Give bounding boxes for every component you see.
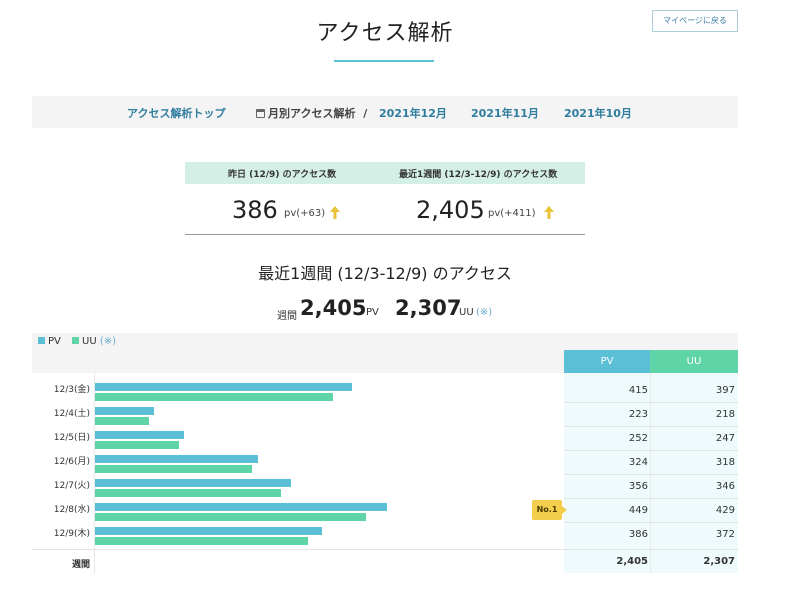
yesterday-label: 昨日 (12/9) のアクセス数 (228, 170, 337, 180)
week-label: 最近1週間 (12/3-12/9) のアクセス数 (399, 170, 558, 180)
chart-panel: PV UU (※) PV UU 12/3(金) 415 397 12/4(土) 223 2… (32, 333, 738, 573)
title-underline (334, 60, 434, 62)
page-title: アクセス解析 (316, 21, 454, 46)
monthly-label-text: 月別アクセス解析 (268, 107, 356, 120)
uu-bar (95, 417, 149, 425)
pv-bar (95, 479, 292, 487)
calendar-icon (256, 109, 265, 118)
summary-header: 昨日 (12/9) のアクセス数 最近1週間 (12/3-12/9) のアクセス… (185, 162, 585, 184)
pv-value: 449 (628, 505, 648, 516)
uu-bar (95, 441, 179, 449)
row-divider (564, 426, 738, 427)
row-divider (564, 498, 738, 499)
weekly-heading: 最近1週間 (12/3-12/9) のアクセス (258, 264, 512, 283)
row-divider (564, 522, 738, 523)
nav-top-link[interactable]: アクセス解析トップ (127, 107, 226, 120)
row-divider (564, 450, 738, 451)
up-arrow-icon (330, 206, 340, 219)
uu-value: 218 (715, 409, 735, 420)
total-label: 週間 (71, 560, 90, 570)
total-pv: 2,405 (616, 556, 648, 567)
uu-bar (95, 465, 252, 473)
uu-column-bg (650, 373, 738, 573)
pv-bar (95, 527, 323, 535)
label-divider (94, 373, 95, 573)
pv-value: 356 (628, 481, 648, 492)
uu-value: 346 (715, 481, 735, 492)
pv-column-bg (564, 373, 650, 573)
pv-value: 386 (628, 529, 648, 540)
uu-value: 247 (715, 433, 735, 444)
pv-bar (95, 455, 259, 463)
legend-row: PV UU (※) PV UU (32, 333, 738, 373)
row-divider (564, 474, 738, 475)
legend-swatch-uu (72, 337, 79, 344)
row-divider (564, 402, 738, 403)
nav-separator: / (363, 107, 368, 120)
up-arrow-icon (544, 206, 554, 219)
weekly-note-link[interactable]: (※) (476, 307, 493, 318)
row-date-label: 12/8(水) (53, 505, 90, 515)
uu-value: 397 (715, 385, 735, 396)
legend-note-link[interactable]: (※) (99, 336, 117, 347)
week-total-value: 2,405 (416, 196, 485, 224)
row-date-label: 12/6(月) (53, 457, 90, 467)
legend-swatch-pv (38, 337, 45, 344)
weekly-uu-total: 2,307 (395, 296, 462, 320)
row-date-label: 12/4(土) (53, 409, 90, 419)
pv-value: 324 (628, 457, 648, 468)
legend-pv-label: PV (48, 336, 61, 347)
pv-value: 415 (628, 385, 648, 396)
pv-bar (95, 431, 184, 439)
summary-divider (185, 234, 585, 235)
weekly-uu-unit: UU (459, 307, 474, 318)
nav-month-link[interactable]: 2021年11月 (471, 107, 539, 120)
uu-value: 372 (715, 529, 735, 540)
row-date-label: 12/5(日) (53, 433, 90, 443)
nav-bar: アクセス解析トップ 月別アクセス解析 / 2021年12月 2021年11月 2… (32, 96, 738, 128)
total-row (32, 549, 738, 573)
uu-value: 318 (715, 457, 735, 468)
mypage-button[interactable]: マイページに戻る (652, 10, 738, 32)
weekly-pv-total: 2,405 (300, 296, 367, 320)
rank-badge: No.1 (532, 500, 567, 520)
total-uu: 2,307 (703, 556, 735, 567)
row-date-label: 12/3(金) (53, 385, 90, 395)
yesterday-value: 386 (232, 196, 278, 224)
uu-column-header: UU (650, 350, 738, 373)
legend-uu: UU (※) (72, 336, 116, 347)
column-divider (650, 373, 651, 573)
legend-uu-label: UU (82, 336, 97, 347)
yesterday-diff: pv(+63) (284, 208, 326, 219)
weekly-pv-unit: PV (366, 307, 379, 318)
pv-value: 252 (628, 433, 648, 444)
uu-value: 429 (715, 505, 735, 516)
uu-bar (95, 537, 308, 545)
nav-month-link[interactable]: 2021年10月 (564, 107, 632, 120)
week-total-diff: pv(+411) (488, 208, 536, 219)
pv-value: 223 (628, 409, 648, 420)
row-date-label: 12/7(火) (53, 481, 90, 491)
pv-column-header: PV (564, 350, 650, 373)
uu-bar (95, 393, 334, 401)
uu-bar (95, 489, 281, 497)
nav-month-link[interactable]: 2021年12月 (379, 107, 447, 120)
pv-bar (95, 407, 155, 415)
weekly-prefix: 週間 (277, 311, 297, 322)
pv-bar (95, 503, 387, 511)
legend-pv: PV (38, 336, 61, 347)
nav-monthly-label: 月別アクセス解析 / (256, 105, 367, 121)
pv-bar (95, 383, 352, 391)
row-date-label: 12/9(木) (53, 529, 90, 539)
uu-bar (95, 513, 367, 521)
